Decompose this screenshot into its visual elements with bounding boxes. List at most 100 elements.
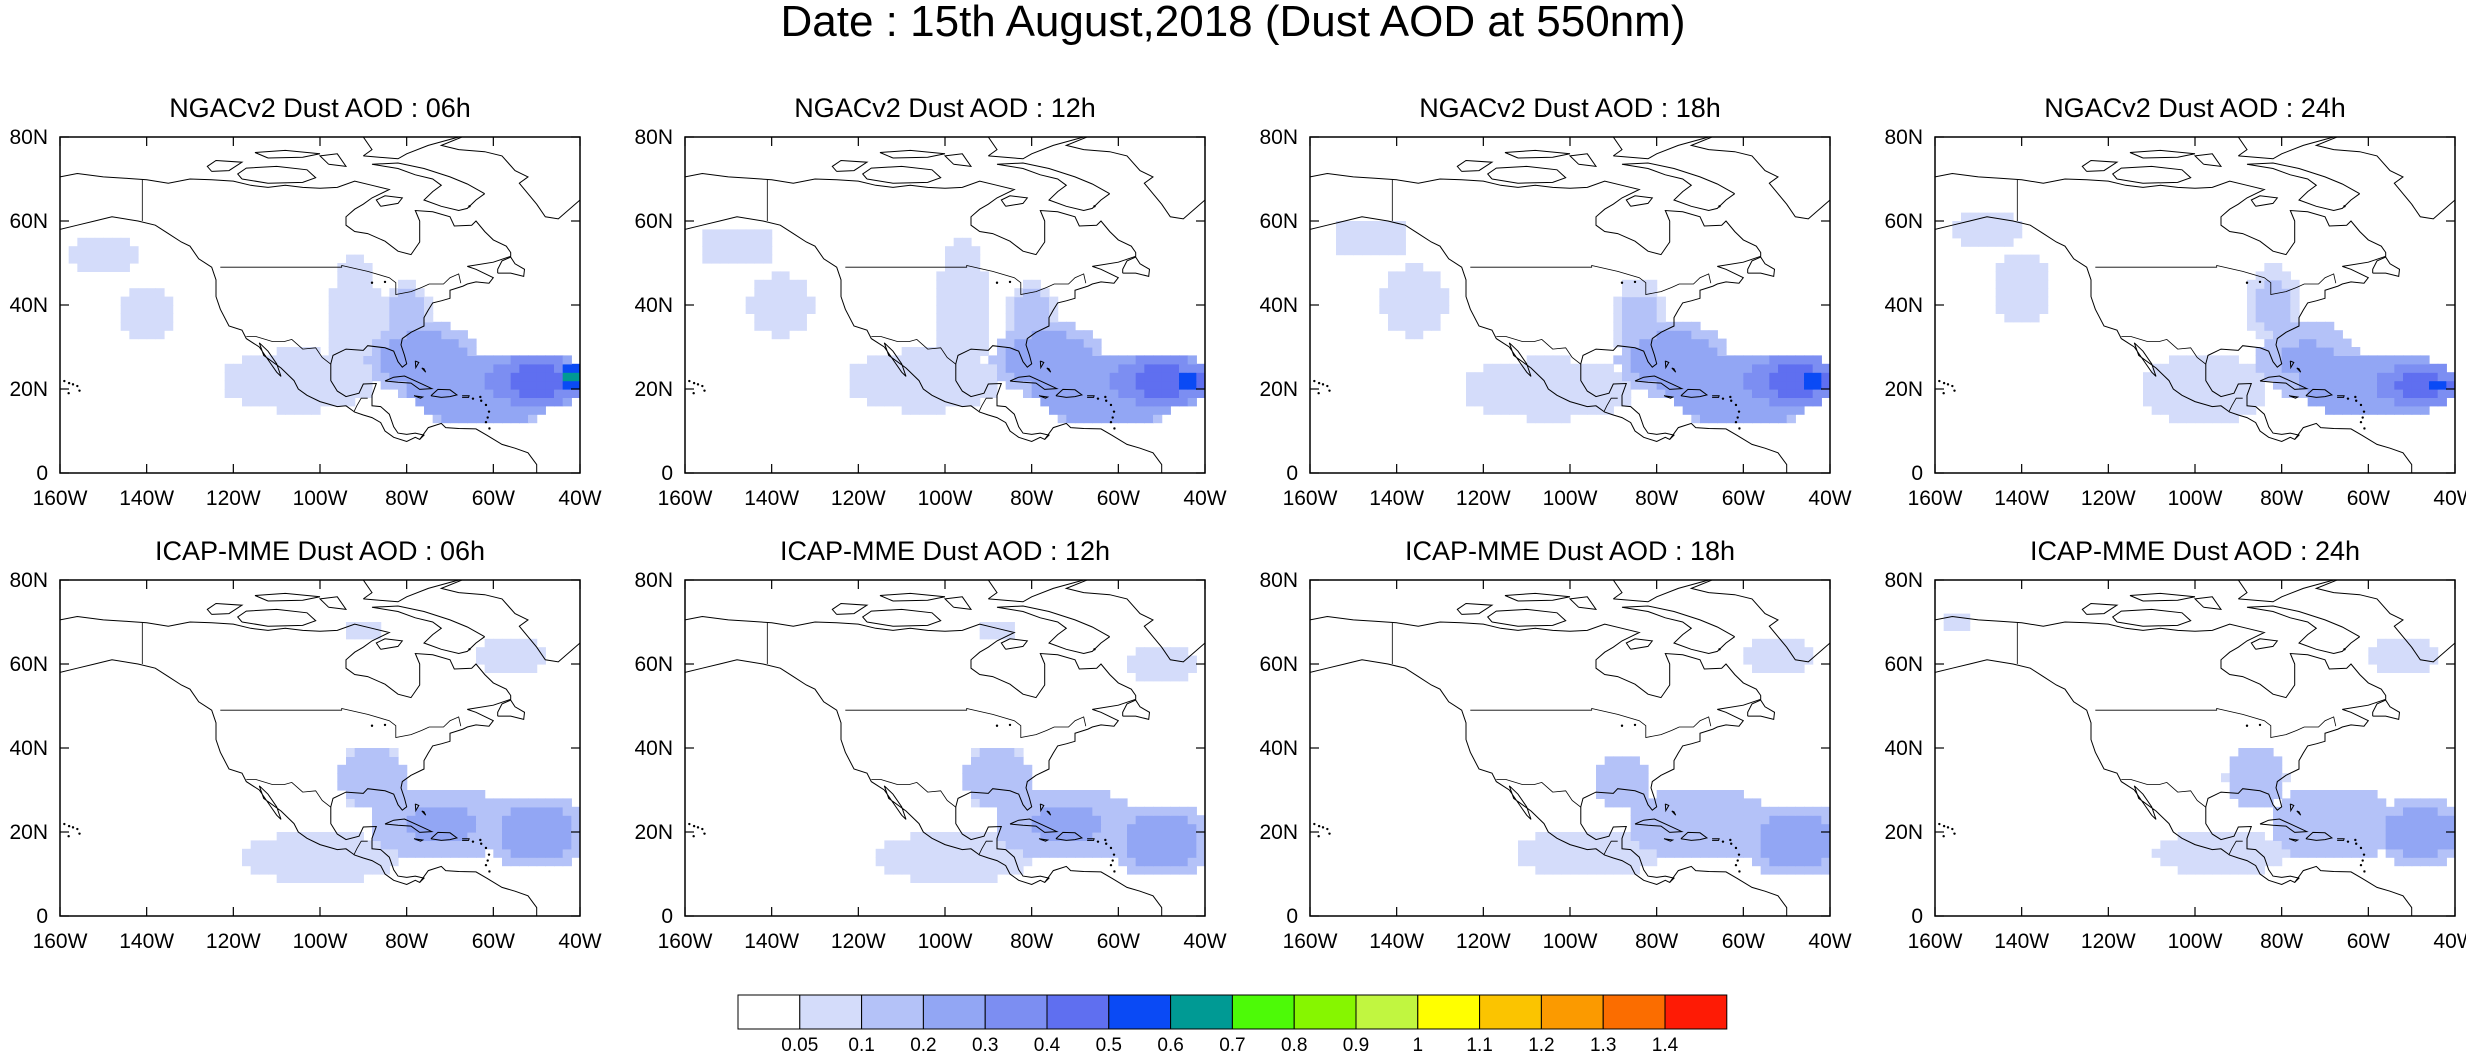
aod-cell bbox=[1135, 857, 1145, 867]
aod-cell bbox=[2255, 798, 2265, 808]
aod-cell bbox=[2377, 840, 2387, 850]
aod-cell bbox=[771, 305, 781, 314]
aod-cell bbox=[2203, 405, 2213, 415]
island-mark bbox=[480, 842, 483, 845]
aod-cell bbox=[919, 840, 929, 850]
coastline bbox=[1664, 803, 1670, 813]
aod-cell bbox=[2247, 764, 2257, 774]
aod-cell bbox=[2333, 815, 2343, 825]
aod-cell bbox=[2368, 655, 2378, 665]
aod-cell bbox=[1179, 832, 1189, 841]
island-mark bbox=[2362, 853, 2366, 856]
aod-cell bbox=[528, 380, 538, 390]
aod-cell bbox=[1987, 237, 1997, 247]
aod-cell bbox=[406, 363, 416, 373]
island-mark bbox=[1093, 648, 1096, 651]
aod-cell bbox=[1587, 848, 1597, 858]
x-tick-label: 40W bbox=[558, 487, 601, 510]
aod-cell bbox=[311, 832, 321, 841]
aod-cell bbox=[1161, 806, 1171, 816]
aod-cell bbox=[450, 380, 460, 390]
aod-cell bbox=[1665, 347, 1675, 356]
y-tick-label: 80N bbox=[1884, 126, 1923, 149]
aod-cell bbox=[2039, 279, 2049, 289]
island-mark bbox=[1729, 838, 1732, 842]
aod-cell bbox=[1812, 397, 1822, 407]
aod-cell bbox=[1969, 212, 1979, 222]
aod-cell bbox=[424, 790, 434, 799]
aod-cell bbox=[528, 638, 538, 648]
aod-cell bbox=[910, 848, 920, 858]
aod-cell bbox=[363, 313, 373, 323]
aod-cell bbox=[1978, 229, 1988, 239]
aod-cell bbox=[711, 246, 721, 256]
aod-field bbox=[68, 237, 580, 424]
aod-cell bbox=[1778, 806, 1788, 816]
aod-cell bbox=[997, 790, 1007, 799]
island-mark bbox=[1737, 410, 1741, 413]
aod-cell bbox=[2316, 347, 2326, 356]
aod-cell bbox=[2255, 790, 2265, 799]
aod-cell bbox=[1153, 832, 1163, 841]
aod-cell bbox=[476, 380, 486, 390]
aod-cell bbox=[1665, 815, 1675, 825]
aod-cell bbox=[2307, 848, 2317, 858]
island-mark bbox=[1112, 853, 1116, 856]
aod-cell bbox=[1187, 655, 1197, 665]
aod-cell bbox=[1153, 655, 1163, 665]
aod-cell bbox=[476, 414, 486, 424]
aod-cell bbox=[415, 389, 425, 398]
coastline bbox=[254, 149, 321, 159]
aod-cell bbox=[927, 363, 937, 373]
aod-cell bbox=[2368, 647, 2378, 657]
aod-cell bbox=[1127, 405, 1137, 415]
aod-cell bbox=[268, 848, 278, 858]
country-border bbox=[1470, 707, 1712, 738]
aod-cell bbox=[536, 389, 546, 398]
aod-cell bbox=[545, 815, 555, 825]
aod-cell bbox=[1057, 832, 1067, 841]
aod-cell bbox=[2013, 221, 2023, 230]
aod-cell bbox=[867, 380, 877, 390]
aod-cell bbox=[502, 372, 512, 382]
aod-cell bbox=[1717, 389, 1727, 398]
island-mark bbox=[1109, 403, 1113, 407]
aod-cell bbox=[146, 321, 156, 331]
aod-cell bbox=[1396, 271, 1406, 281]
aod-cell bbox=[2238, 372, 2248, 382]
aod-cell bbox=[1596, 857, 1606, 867]
coastline bbox=[1680, 831, 1709, 841]
aod-cell bbox=[2021, 313, 2031, 323]
aod-cell bbox=[2394, 848, 2404, 858]
island-mark bbox=[701, 384, 704, 388]
aod-cell bbox=[1630, 773, 1640, 783]
aod-cell bbox=[389, 823, 399, 833]
aod-cell bbox=[2273, 347, 2283, 356]
aod-cell bbox=[1161, 655, 1171, 665]
x-tick-label: 40W bbox=[2433, 487, 2466, 510]
aod-cell bbox=[467, 355, 477, 365]
aod-cell bbox=[997, 865, 1007, 875]
aod-cell bbox=[1092, 815, 1102, 825]
aod-cell bbox=[2264, 363, 2274, 373]
coastline bbox=[439, 137, 580, 220]
aod-cell bbox=[2446, 372, 2455, 382]
aod-cell bbox=[1561, 389, 1571, 398]
aod-cell bbox=[2394, 363, 2404, 373]
aod-cell bbox=[354, 288, 364, 298]
aod-cell bbox=[1552, 355, 1562, 365]
island-mark bbox=[78, 832, 81, 835]
aod-cell bbox=[380, 330, 390, 340]
coastline bbox=[1009, 375, 1059, 390]
aod-cell bbox=[2377, 815, 2387, 825]
aod-cell bbox=[328, 832, 338, 841]
aod-cell bbox=[797, 313, 807, 323]
coastline bbox=[1055, 831, 1084, 841]
aod-cell bbox=[1135, 355, 1145, 365]
aod-cell bbox=[771, 296, 781, 306]
aod-cell bbox=[2325, 338, 2335, 348]
aod-cell bbox=[971, 857, 981, 867]
aod-cell bbox=[1057, 338, 1067, 348]
aod-cell bbox=[2316, 338, 2326, 348]
aod-cell bbox=[328, 288, 338, 298]
